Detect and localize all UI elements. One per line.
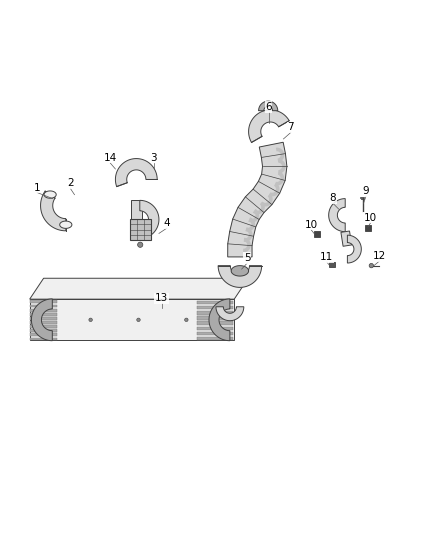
Bar xyxy=(30,337,57,341)
Polygon shape xyxy=(44,191,56,198)
Polygon shape xyxy=(30,278,248,299)
Bar xyxy=(197,311,233,314)
Bar xyxy=(197,327,233,330)
Polygon shape xyxy=(258,101,278,111)
Polygon shape xyxy=(261,165,287,179)
Polygon shape xyxy=(259,142,285,158)
Bar xyxy=(130,219,151,240)
Bar xyxy=(365,225,371,231)
Bar xyxy=(197,332,233,335)
Text: 7: 7 xyxy=(287,123,294,133)
Bar xyxy=(30,329,57,332)
Polygon shape xyxy=(258,172,285,192)
Circle shape xyxy=(89,318,92,321)
Bar xyxy=(30,325,57,328)
Text: 1: 1 xyxy=(34,182,40,192)
Bar xyxy=(328,262,335,268)
Text: 8: 8 xyxy=(330,193,336,204)
Polygon shape xyxy=(131,200,142,219)
Bar xyxy=(30,317,57,320)
Polygon shape xyxy=(228,232,254,247)
Text: 10: 10 xyxy=(364,213,377,223)
Text: 14: 14 xyxy=(103,153,117,163)
Polygon shape xyxy=(228,245,252,257)
Polygon shape xyxy=(246,188,271,213)
Polygon shape xyxy=(231,265,249,276)
Polygon shape xyxy=(239,198,265,220)
Polygon shape xyxy=(275,171,284,185)
Bar xyxy=(197,316,233,320)
Circle shape xyxy=(369,263,374,268)
Text: 11: 11 xyxy=(320,252,334,262)
Polygon shape xyxy=(253,201,265,214)
Circle shape xyxy=(185,318,188,321)
Polygon shape xyxy=(248,209,259,223)
Polygon shape xyxy=(261,193,272,206)
Bar xyxy=(30,321,57,324)
Text: 4: 4 xyxy=(163,218,170,228)
Polygon shape xyxy=(228,142,287,257)
Polygon shape xyxy=(116,159,157,187)
Text: 12: 12 xyxy=(373,251,386,261)
Polygon shape xyxy=(209,299,230,341)
Circle shape xyxy=(137,318,140,321)
Bar xyxy=(197,337,233,341)
Polygon shape xyxy=(341,231,352,246)
Text: 9: 9 xyxy=(363,186,369,196)
Circle shape xyxy=(138,242,143,247)
Polygon shape xyxy=(216,307,244,321)
Polygon shape xyxy=(218,265,261,287)
Text: 2: 2 xyxy=(67,178,74,188)
Text: 13: 13 xyxy=(155,293,168,303)
Text: 5: 5 xyxy=(244,253,251,263)
Polygon shape xyxy=(230,220,256,237)
Text: 6: 6 xyxy=(265,102,272,112)
Bar xyxy=(30,313,57,316)
Text: 3: 3 xyxy=(150,153,157,163)
Bar xyxy=(197,306,233,310)
Polygon shape xyxy=(233,208,260,228)
Bar xyxy=(197,321,233,325)
Polygon shape xyxy=(268,183,279,196)
Polygon shape xyxy=(279,159,286,174)
Polygon shape xyxy=(328,199,345,232)
Bar xyxy=(30,301,57,303)
Bar xyxy=(314,231,321,237)
Bar xyxy=(30,299,234,341)
Polygon shape xyxy=(140,200,159,239)
Polygon shape xyxy=(32,299,52,341)
Polygon shape xyxy=(261,154,287,168)
Polygon shape xyxy=(243,238,251,252)
Polygon shape xyxy=(41,191,66,231)
Polygon shape xyxy=(245,217,255,231)
Text: 10: 10 xyxy=(305,220,318,230)
Polygon shape xyxy=(249,110,289,142)
Polygon shape xyxy=(276,148,284,162)
Polygon shape xyxy=(244,228,253,242)
Bar xyxy=(30,309,57,312)
Bar xyxy=(197,301,233,304)
Polygon shape xyxy=(347,235,361,263)
Bar xyxy=(30,334,57,336)
Polygon shape xyxy=(252,181,279,204)
Bar xyxy=(30,304,57,308)
Polygon shape xyxy=(60,221,72,228)
